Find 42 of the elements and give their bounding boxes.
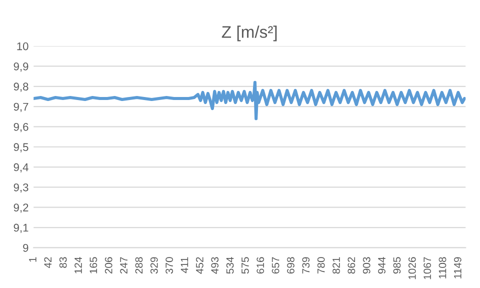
x-tick-label: 780 bbox=[317, 257, 325, 274]
x-tick-label: 616 bbox=[256, 257, 264, 274]
x-tick-label: 42 bbox=[44, 257, 52, 268]
x-tick-label: 247 bbox=[120, 257, 128, 274]
x-tick-label: 329 bbox=[150, 257, 158, 274]
x-tick-label: 1067 bbox=[424, 257, 432, 280]
y-tick-label: 9,5 bbox=[14, 143, 28, 152]
x-tick-label: 1026 bbox=[408, 257, 416, 280]
x-tick-label: 821 bbox=[332, 257, 340, 274]
y-tick-label: 9,1 bbox=[14, 224, 28, 233]
chart-title: Z [m/s²] bbox=[222, 26, 277, 42]
x-tick-label: 944 bbox=[378, 257, 386, 274]
x-tick-label: 1149 bbox=[454, 257, 462, 278]
x-tick-label: 83 bbox=[59, 257, 67, 268]
x-tick-label: 698 bbox=[287, 257, 294, 274]
x-tick-label: 288 bbox=[135, 257, 143, 274]
x-tick-label: 493 bbox=[211, 257, 219, 274]
x-tick-label: 903 bbox=[362, 257, 370, 274]
x-tick-label: 985 bbox=[393, 257, 401, 274]
x-tick-label: 206 bbox=[104, 257, 112, 274]
y-tick-label: 9,6 bbox=[14, 122, 28, 132]
x-tick-label: 452 bbox=[196, 257, 204, 274]
y-tick-label: 10 bbox=[17, 42, 28, 50]
x-tick-label: 862 bbox=[348, 257, 356, 274]
y-tick-label: 9,7 bbox=[14, 102, 28, 112]
y-tick-label: 9,2 bbox=[14, 204, 28, 213]
y-tick-label: 9,9 bbox=[14, 62, 28, 72]
x-tick-label: 124 bbox=[74, 257, 82, 274]
x-tick-label: 534 bbox=[226, 257, 234, 274]
y-tick-label: 9,8 bbox=[14, 82, 28, 92]
y-tick-label: 9 bbox=[23, 244, 28, 252]
x-tick-label: 165 bbox=[90, 257, 98, 274]
x-tick-label: 657 bbox=[272, 257, 280, 274]
y-tick-label: 9,4 bbox=[14, 163, 28, 172]
x-tick-label: 411 bbox=[180, 257, 188, 274]
x-tick-label: 575 bbox=[242, 257, 249, 274]
x-tick-label: 1108 bbox=[438, 257, 446, 278]
line-series bbox=[34, 80, 466, 120]
y-tick-label: 9,3 bbox=[14, 183, 28, 193]
x-tick-label: 1 bbox=[29, 257, 36, 262]
x-tick-label: 739 bbox=[302, 257, 310, 274]
x-tick-label: 370 bbox=[166, 257, 173, 274]
